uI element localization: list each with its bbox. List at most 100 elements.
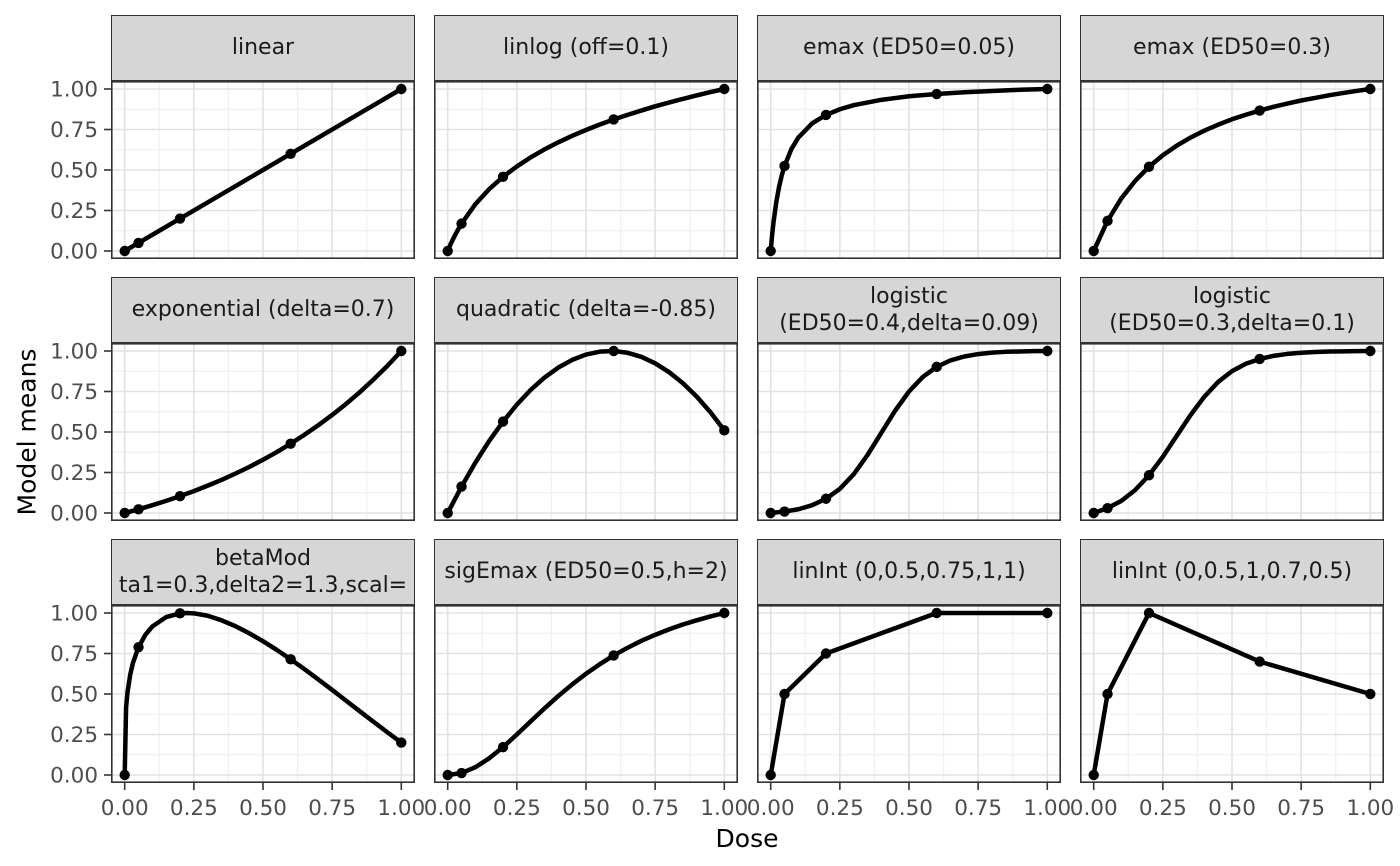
x-tick-label: 1.00 <box>1023 796 1071 821</box>
x-tick-label: 0.75 <box>1277 796 1325 821</box>
data-point <box>1088 245 1099 257</box>
y-tick-label: 0.00 <box>50 764 98 789</box>
facet-strip-label: exponential (delta=0.7) <box>131 297 395 323</box>
data-point <box>1102 688 1113 700</box>
x-tick-label: 0.50 <box>562 796 610 821</box>
x-tick-label: 1.00 <box>377 796 425 821</box>
facet-strip: emax (ED50=0.3) <box>1080 15 1384 81</box>
data-point <box>497 741 509 753</box>
data-point <box>931 88 942 100</box>
facet-strip-label: linlog (off=0.1) <box>503 35 669 61</box>
facet-panel: 0.00 0.25 0.50 0.75 1.00 <box>50 340 415 527</box>
x-tick-label: 0.50 <box>239 796 287 821</box>
facet-strip-label: linInt (0,0.5,1,0.7,0.5) <box>1111 559 1353 585</box>
data-point <box>442 245 453 257</box>
facet-strip: exponential (delta=0.7) <box>111 277 415 343</box>
y-tick-label: 0.50 <box>50 421 98 446</box>
x-tick-label: 0.00 <box>1070 796 1118 821</box>
facet-panel <box>1080 81 1384 259</box>
data-point <box>396 345 407 357</box>
facet-panel: 0.00 0.25 0.50 0.75 1.00 <box>1070 605 1394 821</box>
facet-strip-label-line2: (ED50=0.3,delta=0.1) <box>1109 311 1355 336</box>
x-tick-label: 0.75 <box>308 796 356 821</box>
facet-strip: linlog (off=0.1) <box>434 15 738 81</box>
y-tick-label: 1.00 <box>50 340 98 365</box>
data-point <box>1088 769 1099 781</box>
y-tick-label: 0.75 <box>50 380 98 405</box>
y-tick-label: 1.00 <box>50 78 98 103</box>
x-tick-label: 0.00 <box>424 796 472 821</box>
data-point <box>820 109 832 121</box>
y-axis-title: Model means <box>12 348 42 516</box>
data-point <box>174 490 186 502</box>
data-point <box>497 416 509 427</box>
facet-strip-label: linear <box>231 35 295 61</box>
y-tick-label: 0.50 <box>50 683 98 708</box>
data-point <box>820 648 832 659</box>
data-point <box>442 769 453 781</box>
y-tick-label: 0.25 <box>50 199 98 224</box>
data-point <box>765 507 776 519</box>
data-point <box>931 361 942 373</box>
model-curve <box>1091 86 1373 254</box>
facet-panel <box>434 81 738 259</box>
data-point <box>608 650 619 661</box>
y-tick-label: 1.00 <box>50 602 98 627</box>
data-point <box>1365 688 1376 700</box>
y-tick-label: 0.25 <box>50 723 98 748</box>
x-tick-label: 0.50 <box>885 796 933 821</box>
data-point <box>285 438 296 449</box>
x-tick-label: 0.25 <box>816 796 864 821</box>
data-point <box>396 737 407 748</box>
x-tick-label: 0.50 <box>1208 796 1256 821</box>
x-axis-title: Dose <box>715 824 779 853</box>
data-point <box>931 607 942 619</box>
data-point <box>1254 353 1265 365</box>
facet-strip-label: logistic <box>870 283 948 309</box>
data-point <box>133 504 144 515</box>
data-point <box>119 769 130 781</box>
data-point <box>719 425 730 436</box>
facet-strip-label: quadratic (delta=-0.85) <box>456 297 716 323</box>
facet-strip: linInt (0,0.5,0.75,1,1) <box>757 539 1061 605</box>
model-curve <box>445 610 727 778</box>
x-tick-label: 0.25 <box>493 796 541 821</box>
data-point <box>1143 470 1155 481</box>
data-point <box>497 171 509 183</box>
data-point <box>779 160 790 172</box>
facet-panel: 0.00 0.25 0.50 0.75 1.00 <box>747 605 1071 821</box>
y-tick-label: 0.75 <box>50 642 98 667</box>
data-point <box>119 245 130 257</box>
data-point <box>779 688 790 700</box>
model-curve <box>122 86 404 254</box>
data-point <box>820 493 832 504</box>
x-tick-label: 0.25 <box>170 796 218 821</box>
facet-strip-label: linInt (0,0.5,0.75,1,1) <box>792 559 1026 585</box>
data-point <box>765 769 776 781</box>
x-tick-label: 0.75 <box>631 796 679 821</box>
model-curve <box>445 348 727 516</box>
data-point <box>1042 607 1053 619</box>
facet-panel <box>1080 343 1384 521</box>
facet-panel <box>757 343 1061 521</box>
data-point <box>1102 502 1113 514</box>
data-point <box>133 641 144 653</box>
facet-strip: sigEmax (ED50=0.5,h=2) <box>434 539 738 605</box>
facet-panel <box>434 343 738 521</box>
facet-strip-label-line2: (ED50=0.4,delta=0.09) <box>779 311 1039 336</box>
data-point <box>765 245 776 257</box>
data-point <box>456 767 467 779</box>
data-point <box>174 213 186 224</box>
facet-panel: 0.00 0.25 0.50 0.75 1.00 <box>424 605 748 821</box>
data-point <box>1042 345 1053 357</box>
y-tick-label: 0.00 <box>50 502 98 527</box>
data-point <box>719 607 730 619</box>
facet-strip-label: betaMod <box>214 545 311 571</box>
x-tick-label: 1.00 <box>1346 796 1394 821</box>
x-tick-label: 0.00 <box>101 796 149 821</box>
data-point <box>1042 83 1053 95</box>
data-point <box>119 507 130 519</box>
data-point <box>285 654 296 665</box>
model-curve <box>122 348 404 516</box>
